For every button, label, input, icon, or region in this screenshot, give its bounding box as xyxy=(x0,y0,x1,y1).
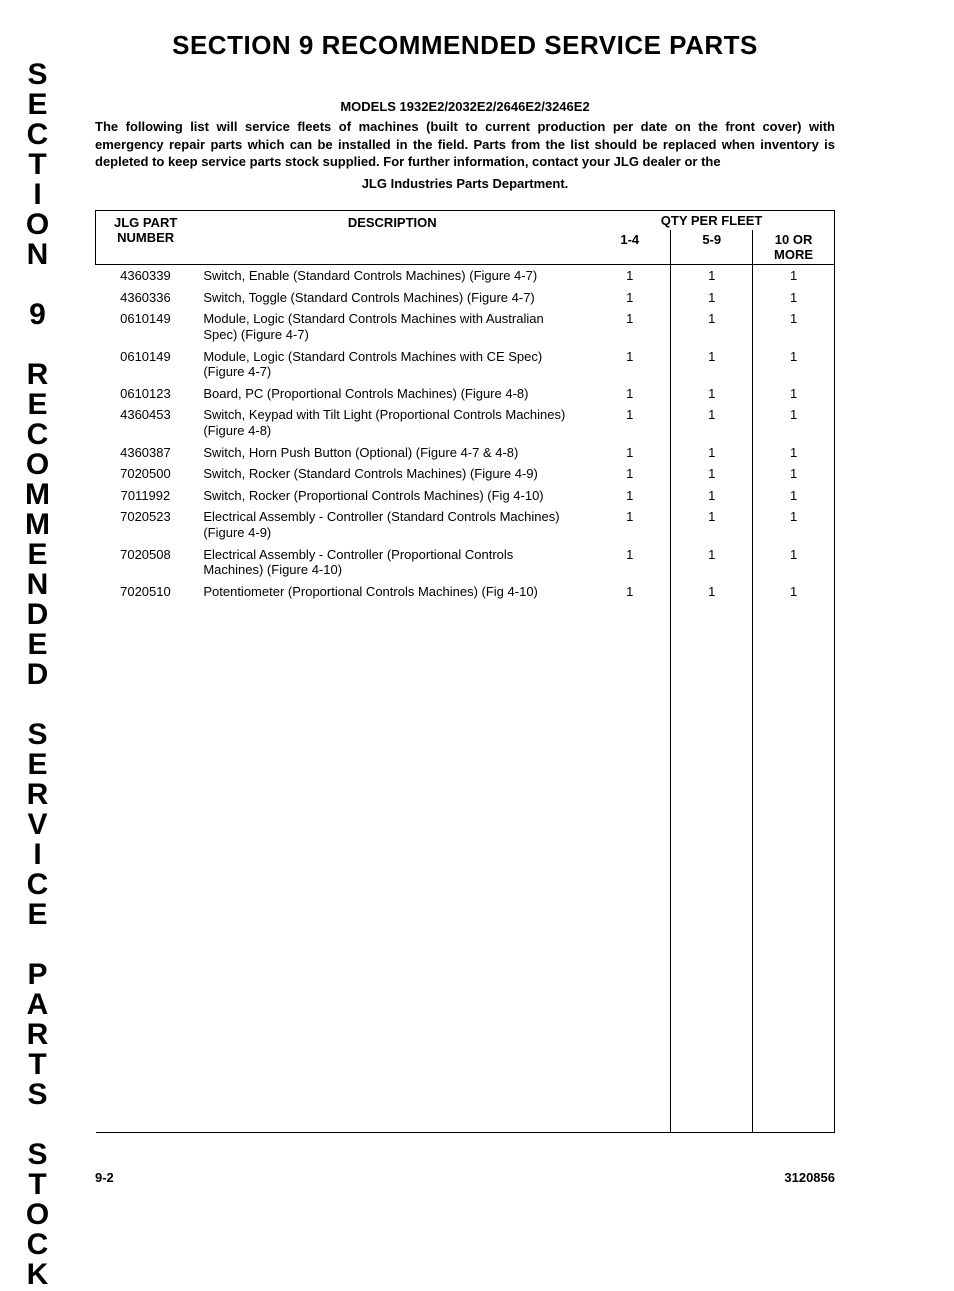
cell-description: Board, PC (Proportional Controls Machine… xyxy=(195,383,589,405)
cell-qty-5-9: 1 xyxy=(671,544,753,581)
cell-part-number: 7020500 xyxy=(96,463,196,485)
cell-part-number: 0610149 xyxy=(96,346,196,383)
cell-qty-1-4: 1 xyxy=(589,346,671,383)
page-number: 9-2 xyxy=(95,1170,114,1185)
cell-part-number: 7020508 xyxy=(96,544,196,581)
header-description: DESCRIPTION xyxy=(195,211,589,265)
table-row: 7020523Electrical Assembly - Controller … xyxy=(96,506,835,543)
cell-qty-10-more: 1 xyxy=(753,383,835,405)
header-qty-1-4: 1-4 xyxy=(589,230,671,265)
header-qty-10-more: 10 OR MORE xyxy=(753,230,835,265)
table-row: 4360339Switch, Enable (Standard Controls… xyxy=(96,265,835,287)
cell-qty-5-9: 1 xyxy=(671,506,753,543)
page-footer: 9-2 3120856 xyxy=(95,1170,835,1185)
cell-qty-5-9: 1 xyxy=(671,308,753,345)
cell-qty-5-9: 1 xyxy=(671,287,753,309)
cell-qty-10-more: 1 xyxy=(753,485,835,507)
cell-qty-10-more: 1 xyxy=(753,506,835,543)
cell-qty-1-4: 1 xyxy=(589,404,671,441)
cell-part-number: 4360387 xyxy=(96,442,196,464)
cell-qty-10-more: 1 xyxy=(753,581,835,603)
header-part-line1: JLG PART xyxy=(114,215,177,230)
cell-part-number: 4360339 xyxy=(96,265,196,287)
cell-qty-10-more: 1 xyxy=(753,442,835,464)
cell-qty-1-4: 1 xyxy=(589,383,671,405)
cell-qty-5-9: 1 xyxy=(671,581,753,603)
filler-cell xyxy=(96,602,196,1132)
header-part-line2: NUMBER xyxy=(117,230,174,245)
cell-qty-5-9: 1 xyxy=(671,404,753,441)
table-row: 4360336Switch, Toggle (Standard Controls… xyxy=(96,287,835,309)
table-row: 0610149Module, Logic (Standard Controls … xyxy=(96,308,835,345)
models-heading: MODELS 1932E2/2032E2/2646E2/3246E2 xyxy=(95,99,835,114)
cell-qty-1-4: 1 xyxy=(589,265,671,287)
cell-part-number: 0610123 xyxy=(96,383,196,405)
cell-qty-5-9: 1 xyxy=(671,265,753,287)
filler-cell xyxy=(589,602,671,1132)
cell-qty-5-9: 1 xyxy=(671,346,753,383)
header-qty-group: QTY PER FLEET xyxy=(589,211,834,231)
cell-description: Switch, Keypad with Tilt Light (Proporti… xyxy=(195,404,589,441)
intro-paragraph-last: JLG Industries Parts Department. xyxy=(95,175,835,193)
table-row: 4360387Switch, Horn Push Button (Optiona… xyxy=(96,442,835,464)
table-row: 0610123Board, PC (Proportional Controls … xyxy=(96,383,835,405)
cell-qty-5-9: 1 xyxy=(671,442,753,464)
cell-description: Switch, Toggle (Standard Controls Machin… xyxy=(195,287,589,309)
section-sidebar: S E C T I O N 9 R E C O M M E N D E D S … xyxy=(0,0,75,1140)
main-content: SECTION 9 RECOMMENDED SERVICE PARTS MODE… xyxy=(95,30,835,1133)
cell-qty-1-4: 1 xyxy=(589,463,671,485)
cell-part-number: 4360453 xyxy=(96,404,196,441)
filler-cell xyxy=(671,602,753,1132)
cell-qty-1-4: 1 xyxy=(589,544,671,581)
table-row: 7020510Potentiometer (Proportional Contr… xyxy=(96,581,835,603)
cell-qty-10-more: 1 xyxy=(753,346,835,383)
cell-description: Potentiometer (Proportional Controls Mac… xyxy=(195,581,589,603)
cell-qty-1-4: 1 xyxy=(589,308,671,345)
cell-qty-10-more: 1 xyxy=(753,404,835,441)
cell-qty-10-more: 1 xyxy=(753,544,835,581)
parts-table: JLG PART NUMBER DESCRIPTION QTY PER FLEE… xyxy=(95,210,835,1133)
cell-qty-10-more: 1 xyxy=(753,463,835,485)
cell-qty-10-more: 1 xyxy=(753,287,835,309)
header-part-number: JLG PART NUMBER xyxy=(96,211,196,265)
table-row: 7020508Electrical Assembly - Controller … xyxy=(96,544,835,581)
table-row: 4360453Switch, Keypad with Tilt Light (P… xyxy=(96,404,835,441)
cell-qty-10-more: 1 xyxy=(753,308,835,345)
cell-qty-1-4: 1 xyxy=(589,485,671,507)
table-body: 4360339Switch, Enable (Standard Controls… xyxy=(96,265,835,1133)
cell-part-number: 0610149 xyxy=(96,308,196,345)
sidebar-vertical-text: S E C T I O N 9 R E C O M M E N D E D S … xyxy=(25,60,50,1290)
cell-qty-5-9: 1 xyxy=(671,383,753,405)
cell-part-number: 7011992 xyxy=(96,485,196,507)
filler-cell xyxy=(753,602,835,1132)
cell-description: Switch, Enable (Standard Controls Machin… xyxy=(195,265,589,287)
intro-paragraph: The following list will service fleets o… xyxy=(95,118,835,171)
cell-description: Electrical Assembly - Controller (Propor… xyxy=(195,544,589,581)
cell-part-number: 4360336 xyxy=(96,287,196,309)
table-filler-row xyxy=(96,602,835,1132)
header-qty-5-9: 5-9 xyxy=(671,230,753,265)
cell-qty-5-9: 1 xyxy=(671,463,753,485)
cell-part-number: 7020510 xyxy=(96,581,196,603)
cell-description: Module, Logic (Standard Controls Machine… xyxy=(195,346,589,383)
table-row: 7020500Switch, Rocker (Standard Controls… xyxy=(96,463,835,485)
cell-qty-10-more: 1 xyxy=(753,265,835,287)
filler-cell xyxy=(195,602,589,1132)
cell-part-number: 7020523 xyxy=(96,506,196,543)
cell-description: Module, Logic (Standard Controls Machine… xyxy=(195,308,589,345)
cell-description: Switch, Rocker (Proportional Controls Ma… xyxy=(195,485,589,507)
cell-description: Switch, Horn Push Button (Optional) (Fig… xyxy=(195,442,589,464)
cell-qty-1-4: 1 xyxy=(589,581,671,603)
table-header: JLG PART NUMBER DESCRIPTION QTY PER FLEE… xyxy=(96,211,835,265)
cell-qty-5-9: 1 xyxy=(671,485,753,507)
cell-qty-1-4: 1 xyxy=(589,287,671,309)
cell-qty-1-4: 1 xyxy=(589,442,671,464)
cell-qty-1-4: 1 xyxy=(589,506,671,543)
table-row: 7011992Switch, Rocker (Proportional Cont… xyxy=(96,485,835,507)
cell-description: Electrical Assembly - Controller (Standa… xyxy=(195,506,589,543)
document-number: 3120856 xyxy=(784,1170,835,1185)
cell-description: Switch, Rocker (Standard Controls Machin… xyxy=(195,463,589,485)
table-row: 0610149Module, Logic (Standard Controls … xyxy=(96,346,835,383)
page-title: SECTION 9 RECOMMENDED SERVICE PARTS xyxy=(95,30,835,61)
